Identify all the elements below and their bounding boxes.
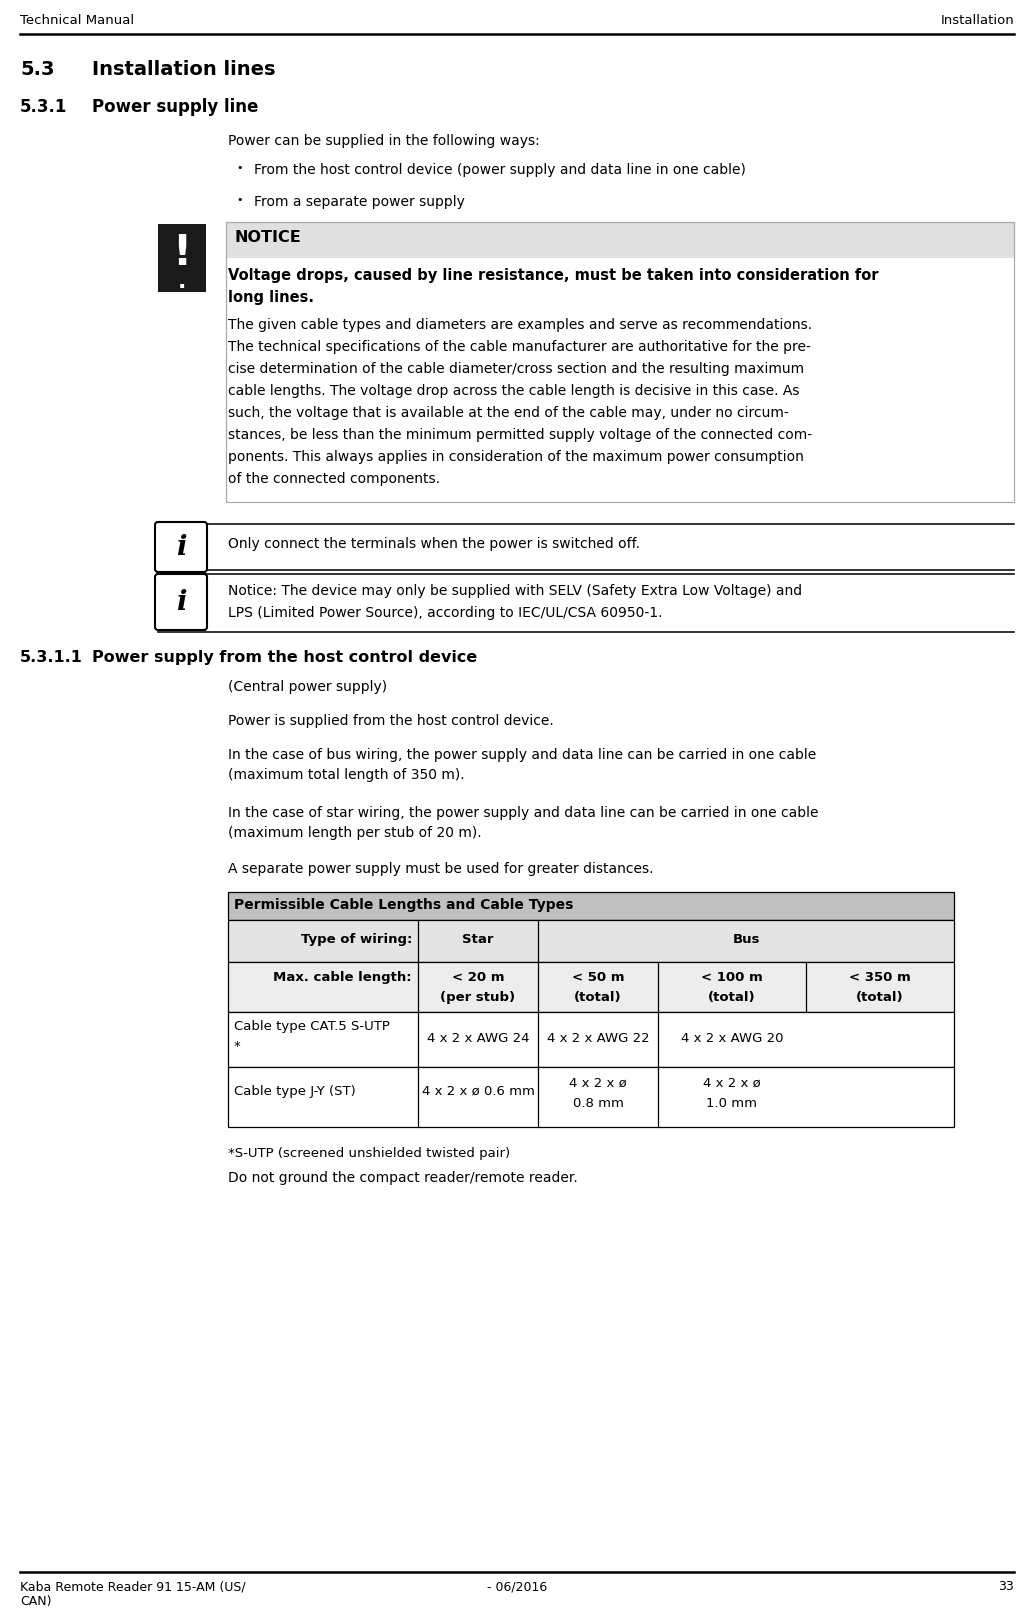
Text: •: • <box>236 163 243 174</box>
Text: The given cable types and diameters are examples and serve as recommendations.: The given cable types and diameters are … <box>229 319 812 331</box>
Text: 5.3.1: 5.3.1 <box>20 98 67 116</box>
Text: Max. cable length:: Max. cable length: <box>273 970 412 985</box>
Bar <box>229 891 954 920</box>
Text: Voltage drops, caused by line resistance, must be taken into consideration for: Voltage drops, caused by line resistance… <box>229 269 879 283</box>
Text: Only connect the terminals when the power is switched off.: Only connect the terminals when the powe… <box>229 537 640 550</box>
Text: *: * <box>234 1039 241 1052</box>
Text: •: • <box>236 195 243 204</box>
Text: Bus: Bus <box>732 933 760 946</box>
Text: of the connected components.: of the connected components. <box>229 471 440 486</box>
Text: From the host control device (power supply and data line in one cable): From the host control device (power supp… <box>254 163 746 177</box>
Text: Installation: Installation <box>940 14 1014 27</box>
Text: Power is supplied from the host control device.: Power is supplied from the host control … <box>229 714 554 727</box>
Text: cise determination of the cable diameter/cross section and the resulting maximum: cise determination of the cable diameter… <box>229 362 804 377</box>
Text: 5.3.1.1: 5.3.1.1 <box>20 650 83 665</box>
Text: Kaba Remote Reader 91 15-AM (US/
CAN): Kaba Remote Reader 91 15-AM (US/ CAN) <box>20 1580 246 1607</box>
Text: A separate power supply must be used for greater distances.: A separate power supply must be used for… <box>229 862 653 875</box>
Text: such, the voltage that is available at the end of the cable may, under no circum: such, the voltage that is available at t… <box>229 405 789 420</box>
Text: *S-UTP (screened unshielded twisted pair): *S-UTP (screened unshielded twisted pair… <box>229 1147 510 1160</box>
FancyBboxPatch shape <box>155 574 207 631</box>
Bar <box>229 962 954 1012</box>
FancyBboxPatch shape <box>158 224 206 291</box>
Text: Type of wiring:: Type of wiring: <box>301 933 412 946</box>
Text: Power supply line: Power supply line <box>92 98 258 116</box>
Text: (maximum length per stub of 20 m).: (maximum length per stub of 20 m). <box>229 825 482 840</box>
Text: Star: Star <box>462 933 494 946</box>
Text: LPS (Limited Power Source), according to IEC/UL/CSA 60950-1.: LPS (Limited Power Source), according to… <box>229 607 663 619</box>
Text: .: . <box>178 272 186 291</box>
Text: Notice: The device may only be supplied with SELV (Safety Extra Low Voltage) and: Notice: The device may only be supplied … <box>229 584 802 599</box>
Text: 4 x 2 x AWG 20: 4 x 2 x AWG 20 <box>680 1031 783 1044</box>
Text: In the case of star wiring, the power supply and data line can be carried in one: In the case of star wiring, the power su… <box>229 806 819 821</box>
Text: (total): (total) <box>574 991 621 1004</box>
Text: 4 x 2 x AWG 22: 4 x 2 x AWG 22 <box>547 1031 649 1044</box>
Text: ponents. This always applies in consideration of the maximum power consumption: ponents. This always applies in consider… <box>229 451 803 463</box>
Text: (total): (total) <box>708 991 756 1004</box>
Bar <box>229 1067 954 1126</box>
Text: i: i <box>176 589 186 616</box>
Text: 4 x 2 x AWG 24: 4 x 2 x AWG 24 <box>427 1031 529 1044</box>
Text: Power can be supplied in the following ways:: Power can be supplied in the following w… <box>229 134 540 148</box>
FancyBboxPatch shape <box>155 521 207 573</box>
Text: (maximum total length of 350 m).: (maximum total length of 350 m). <box>229 767 464 782</box>
Text: i: i <box>176 534 186 560</box>
Text: - 06/2016: - 06/2016 <box>487 1580 547 1593</box>
Text: Do not ground the compact reader/remote reader.: Do not ground the compact reader/remote … <box>229 1171 578 1184</box>
Text: 0.8 mm: 0.8 mm <box>573 1097 624 1110</box>
Text: Technical Manual: Technical Manual <box>20 14 134 27</box>
Text: 5.3: 5.3 <box>20 60 55 79</box>
Text: From a separate power supply: From a separate power supply <box>254 195 465 209</box>
Text: < 50 m: < 50 m <box>572 970 625 985</box>
Text: !: ! <box>173 232 191 274</box>
Bar <box>226 222 1014 502</box>
Bar <box>226 222 1014 257</box>
Text: Installation lines: Installation lines <box>92 60 275 79</box>
Text: Cable type CAT.5 S-UTP: Cable type CAT.5 S-UTP <box>234 1020 390 1033</box>
Text: cable lengths. The voltage drop across the cable length is decisive in this case: cable lengths. The voltage drop across t… <box>229 385 799 397</box>
Text: In the case of bus wiring, the power supply and data line can be carried in one : In the case of bus wiring, the power sup… <box>229 748 816 763</box>
Text: 1.0 mm: 1.0 mm <box>706 1097 758 1110</box>
Text: < 350 m: < 350 m <box>849 970 911 985</box>
Text: stances, be less than the minimum permitted supply voltage of the connected com-: stances, be less than the minimum permit… <box>229 428 812 442</box>
Bar <box>229 920 954 962</box>
Text: Permissible Cable Lengths and Cable Types: Permissible Cable Lengths and Cable Type… <box>234 898 574 912</box>
Text: The technical specifications of the cable manufacturer are authoritative for the: The technical specifications of the cabl… <box>229 339 811 354</box>
Text: < 20 m: < 20 m <box>452 970 505 985</box>
Text: (per stub): (per stub) <box>440 991 516 1004</box>
Bar <box>229 1012 954 1067</box>
Text: 4 x 2 x ø: 4 x 2 x ø <box>569 1076 627 1089</box>
Text: < 100 m: < 100 m <box>701 970 763 985</box>
Text: 4 x 2 x ø: 4 x 2 x ø <box>703 1076 761 1089</box>
Text: 4 x 2 x ø 0.6 mm: 4 x 2 x ø 0.6 mm <box>422 1084 535 1097</box>
Text: long lines.: long lines. <box>229 290 314 306</box>
Text: (Central power supply): (Central power supply) <box>229 681 387 693</box>
Text: NOTICE: NOTICE <box>234 230 301 245</box>
Text: (total): (total) <box>856 991 904 1004</box>
Text: Cable type J-Y (ST): Cable type J-Y (ST) <box>234 1084 356 1097</box>
Text: 33: 33 <box>998 1580 1014 1593</box>
Text: Power supply from the host control device: Power supply from the host control devic… <box>92 650 478 665</box>
